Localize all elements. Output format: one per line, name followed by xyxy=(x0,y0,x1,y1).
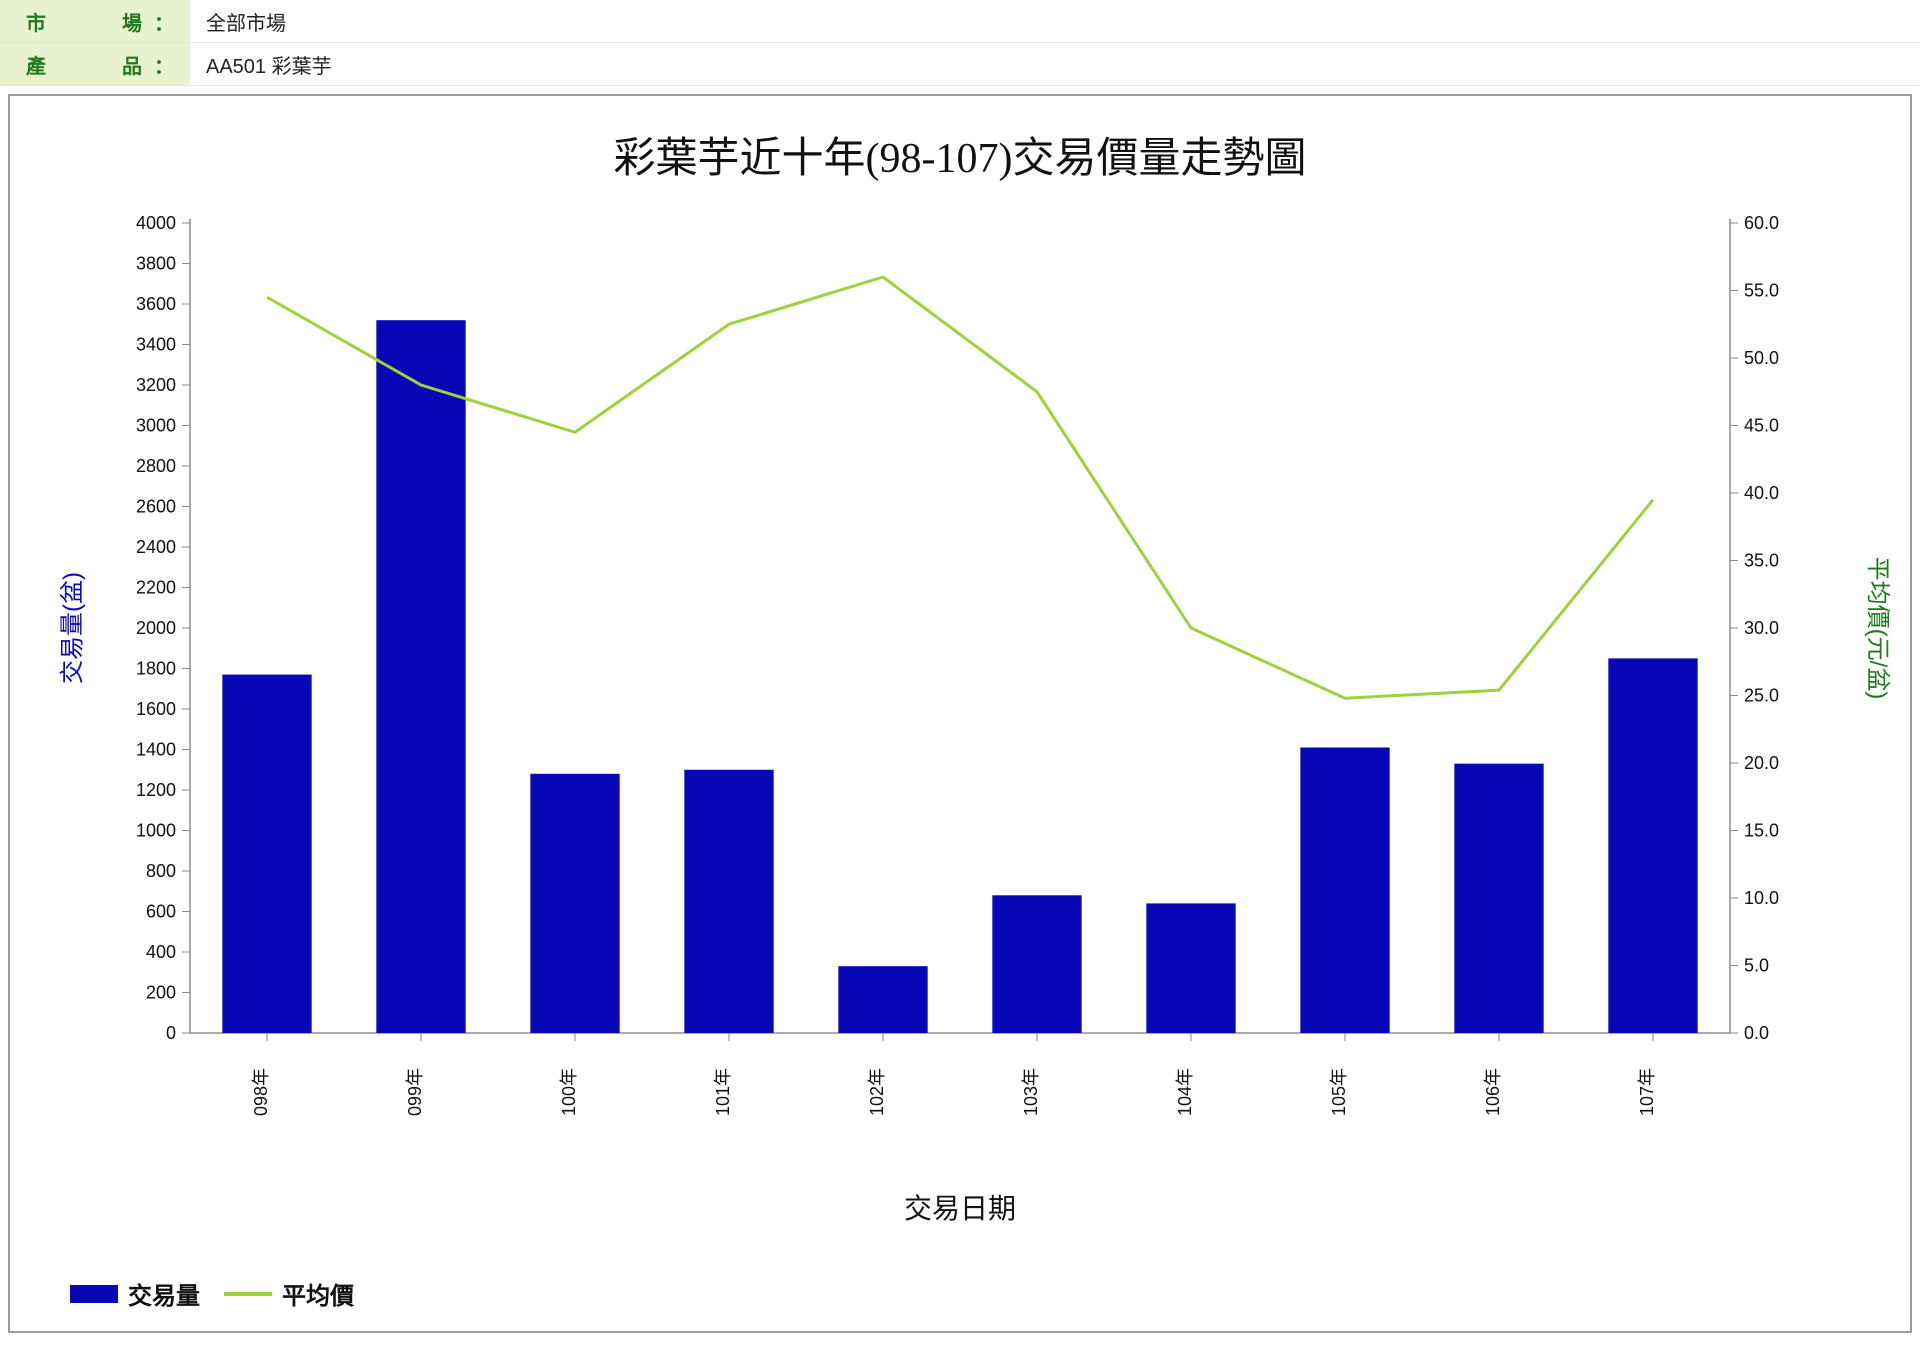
y-left-tick: 2600 xyxy=(136,497,176,517)
market-row: 市 場： 全部市場 xyxy=(0,0,1920,43)
x-tick-label: 101年 xyxy=(713,1068,733,1116)
y-left-tick: 600 xyxy=(146,902,176,922)
y-left-tick: 0 xyxy=(166,1023,176,1043)
y-right-tick: 25.0 xyxy=(1744,686,1779,706)
bar xyxy=(376,320,465,1033)
x-tick-label: 104年 xyxy=(1175,1068,1195,1116)
market-value: 全部市場 xyxy=(190,7,286,36)
x-tick-label: 102年 xyxy=(867,1068,887,1116)
y-right-tick: 40.0 xyxy=(1744,483,1779,503)
y-right-tick: 20.0 xyxy=(1744,753,1779,773)
y-right-tick: 10.0 xyxy=(1744,888,1779,908)
bar xyxy=(1146,903,1235,1033)
y-left-tick: 2200 xyxy=(136,578,176,598)
y-right-tick: 15.0 xyxy=(1744,821,1779,841)
chart-body: 0 200 400 600 800 1000 1200 1400 1600 1800 2000 220… xyxy=(10,193,1910,1268)
y-left-tick: 200 xyxy=(146,983,176,1003)
legend-item: 平均價 xyxy=(224,1276,354,1311)
y-right-tick: 35.0 xyxy=(1744,551,1779,571)
y-left-tick: 2800 xyxy=(136,456,176,476)
chart-svg: 0 200 400 600 800 1000 1200 1400 1600 1800 2000 220… xyxy=(10,193,1910,1263)
legend-label: 平均價 xyxy=(282,1276,354,1311)
y-right-tick: 5.0 xyxy=(1744,956,1769,976)
y-left-tick: 400 xyxy=(146,942,176,962)
y-left-tick: 3200 xyxy=(136,375,176,395)
bar xyxy=(1454,764,1543,1033)
y-right-tick: 50.0 xyxy=(1744,348,1779,368)
product-value: AA501 彩葉芋 xyxy=(190,50,332,79)
x-tick-label: 098年 xyxy=(251,1068,271,1116)
y-right-tick: 30.0 xyxy=(1744,618,1779,638)
bar xyxy=(530,774,619,1033)
legend: 交易量 平均價 xyxy=(10,1268,1910,1331)
chart-frame: 彩葉芋近十年(98-107)交易價量走勢圖 0 200 400 600 800 1000 1… xyxy=(8,94,1912,1333)
y-left-tick: 1000 xyxy=(136,821,176,841)
legend-swatch-bar xyxy=(70,1285,118,1303)
y-left-tick: 1400 xyxy=(136,740,176,760)
y-left-tick: 3800 xyxy=(136,254,176,274)
y-left-tick: 3400 xyxy=(136,335,176,355)
market-label: 市 場： xyxy=(0,0,190,42)
y-left-tick: 1200 xyxy=(136,780,176,800)
product-label: 產 品： xyxy=(0,43,190,85)
bar xyxy=(222,675,311,1033)
chart-title: 彩葉芋近十年(98-107)交易價量走勢圖 xyxy=(10,96,1910,193)
product-row: 產 品： AA501 彩葉芋 xyxy=(0,43,1920,86)
y-left-tick: 1800 xyxy=(136,659,176,679)
x-tick-label: 099年 xyxy=(405,1068,425,1116)
y-left-tick: 2400 xyxy=(136,537,176,557)
y-right-tick: 0.0 xyxy=(1744,1023,1769,1043)
y-left-tick: 3600 xyxy=(136,294,176,314)
bar xyxy=(684,770,773,1033)
avg-price-line xyxy=(267,277,1653,698)
y-left-label: 交易量(盆) xyxy=(59,572,86,684)
bar xyxy=(1300,747,1389,1033)
y-left-tick: 1600 xyxy=(136,699,176,719)
y-left-tick: 3000 xyxy=(136,416,176,436)
legend-item: 交易量 xyxy=(70,1276,200,1311)
y-right-tick: 55.0 xyxy=(1744,281,1779,301)
y-right-tick: 60.0 xyxy=(1744,213,1779,233)
y-left-tick: 800 xyxy=(146,861,176,881)
x-tick-label: 105年 xyxy=(1329,1068,1349,1116)
x-tick-label: 103年 xyxy=(1021,1068,1041,1116)
x-tick-label: 100年 xyxy=(559,1068,579,1116)
x-axis-label: 交易日期 xyxy=(904,1193,1016,1224)
y-right-label: 平均價(元/盆) xyxy=(1864,557,1891,700)
bar xyxy=(1608,658,1697,1033)
y-right-tick: 45.0 xyxy=(1744,416,1779,436)
legend-swatch-line xyxy=(224,1292,272,1296)
y-left-tick: 2000 xyxy=(136,618,176,638)
x-tick-label: 106年 xyxy=(1483,1068,1503,1116)
x-tick-label: 107年 xyxy=(1637,1068,1657,1116)
bar xyxy=(838,966,927,1033)
bar xyxy=(992,895,1081,1033)
legend-label: 交易量 xyxy=(128,1276,200,1311)
y-left-tick: 4000 xyxy=(136,213,176,233)
